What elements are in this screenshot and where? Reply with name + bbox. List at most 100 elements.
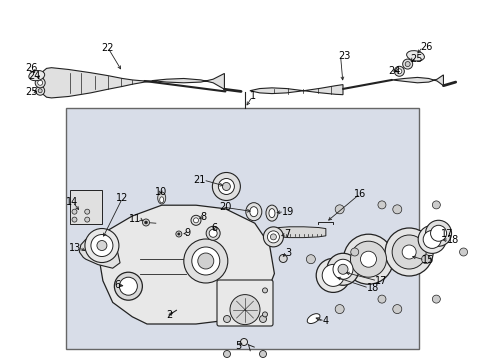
Ellipse shape: [120, 277, 137, 295]
Text: 19: 19: [282, 207, 294, 217]
Circle shape: [260, 351, 267, 357]
Text: 18: 18: [367, 283, 379, 293]
Text: 4: 4: [322, 316, 329, 326]
Ellipse shape: [264, 227, 283, 247]
Ellipse shape: [158, 192, 166, 204]
Circle shape: [35, 78, 45, 88]
Ellipse shape: [194, 218, 198, 223]
Circle shape: [394, 66, 404, 76]
Circle shape: [241, 338, 247, 346]
FancyBboxPatch shape: [70, 190, 102, 224]
Text: 14: 14: [67, 197, 79, 207]
Ellipse shape: [425, 220, 452, 246]
Circle shape: [36, 86, 45, 95]
Circle shape: [85, 217, 90, 222]
Circle shape: [223, 315, 230, 323]
Circle shape: [393, 305, 402, 314]
Circle shape: [263, 312, 268, 317]
Circle shape: [38, 80, 43, 85]
Circle shape: [38, 89, 42, 93]
Circle shape: [143, 219, 149, 226]
FancyBboxPatch shape: [217, 280, 273, 326]
Ellipse shape: [212, 172, 241, 201]
Ellipse shape: [431, 225, 446, 241]
Circle shape: [402, 245, 416, 259]
Circle shape: [392, 235, 426, 269]
Circle shape: [85, 209, 90, 214]
Text: 17: 17: [441, 229, 453, 239]
Circle shape: [351, 248, 359, 256]
Text: 18: 18: [447, 235, 459, 246]
Text: 5: 5: [235, 341, 242, 351]
Text: 7: 7: [284, 229, 291, 239]
Circle shape: [145, 221, 147, 224]
Ellipse shape: [114, 272, 143, 300]
Text: 22: 22: [101, 42, 114, 53]
Ellipse shape: [333, 259, 353, 279]
Circle shape: [260, 315, 267, 323]
Ellipse shape: [206, 226, 220, 240]
Text: 6: 6: [114, 280, 120, 290]
Text: 21: 21: [194, 175, 206, 185]
Circle shape: [350, 241, 387, 277]
Circle shape: [403, 59, 413, 69]
Circle shape: [393, 205, 402, 214]
Ellipse shape: [222, 183, 230, 190]
Circle shape: [279, 255, 287, 262]
Circle shape: [378, 201, 386, 209]
Ellipse shape: [250, 207, 258, 217]
Circle shape: [421, 255, 431, 264]
Text: 23: 23: [338, 51, 350, 61]
Ellipse shape: [29, 71, 45, 81]
Text: 3: 3: [285, 248, 291, 258]
Polygon shape: [274, 227, 326, 238]
Text: 6: 6: [212, 222, 218, 233]
Ellipse shape: [246, 203, 262, 221]
Circle shape: [263, 288, 268, 293]
Polygon shape: [43, 68, 157, 98]
Text: 25: 25: [25, 87, 38, 97]
Circle shape: [405, 62, 410, 67]
Polygon shape: [152, 73, 224, 89]
Ellipse shape: [327, 253, 359, 285]
Ellipse shape: [307, 314, 320, 324]
Polygon shape: [79, 238, 120, 268]
Ellipse shape: [423, 230, 441, 248]
Circle shape: [432, 201, 441, 209]
Text: 17: 17: [375, 276, 387, 286]
Text: 26: 26: [25, 63, 38, 73]
Ellipse shape: [85, 229, 119, 262]
Text: 2: 2: [166, 310, 172, 320]
Circle shape: [306, 255, 316, 264]
Circle shape: [178, 233, 180, 235]
Circle shape: [72, 209, 77, 214]
Ellipse shape: [192, 247, 220, 275]
Circle shape: [432, 295, 441, 303]
Circle shape: [230, 294, 260, 325]
Circle shape: [335, 305, 344, 314]
Polygon shape: [98, 205, 274, 324]
Text: 10: 10: [155, 186, 167, 197]
Ellipse shape: [219, 179, 234, 194]
Circle shape: [361, 251, 376, 267]
Text: 9: 9: [184, 228, 190, 238]
Ellipse shape: [160, 197, 164, 203]
Ellipse shape: [418, 225, 446, 253]
Circle shape: [72, 217, 77, 222]
Polygon shape: [250, 85, 343, 95]
Ellipse shape: [270, 234, 276, 240]
Text: 12: 12: [116, 193, 129, 203]
Ellipse shape: [269, 208, 275, 217]
Text: 1: 1: [250, 91, 256, 102]
Ellipse shape: [191, 215, 201, 225]
Text: 15: 15: [422, 255, 435, 265]
Text: 8: 8: [200, 212, 206, 222]
Text: 26: 26: [420, 42, 433, 52]
Ellipse shape: [316, 258, 350, 292]
Ellipse shape: [198, 253, 214, 269]
Ellipse shape: [407, 51, 424, 61]
Circle shape: [397, 69, 402, 74]
Polygon shape: [392, 75, 443, 86]
Ellipse shape: [338, 264, 348, 274]
Text: 16: 16: [354, 189, 366, 199]
